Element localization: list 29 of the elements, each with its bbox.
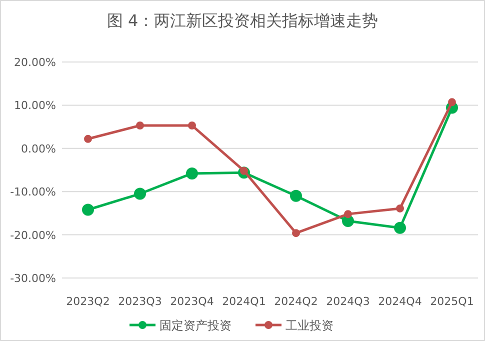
y-tick-label: 20.00% xyxy=(14,56,56,69)
point xyxy=(290,190,302,202)
x-tick-label: 2024Q4 xyxy=(378,295,422,308)
point xyxy=(82,204,94,216)
point xyxy=(292,229,300,238)
x-tick-label: 2024Q1 xyxy=(222,295,266,308)
point xyxy=(448,98,456,106)
point xyxy=(134,188,146,200)
point xyxy=(394,222,406,234)
point xyxy=(136,122,144,130)
point xyxy=(188,122,196,130)
point xyxy=(344,210,352,218)
legend-label: 工业投资 xyxy=(286,318,334,332)
y-tick-label: -30.00% xyxy=(10,272,56,285)
point xyxy=(84,134,92,143)
y-tick-label: 0.00% xyxy=(21,142,56,156)
x-tick-label: 2025Q1 xyxy=(430,295,474,308)
y-tick-label: -10.00% xyxy=(10,186,56,199)
x-tick-label: 2023Q4 xyxy=(170,295,214,308)
x-tick-label: 2024Q2 xyxy=(274,295,318,308)
point xyxy=(186,167,198,180)
x-tick-label: 2023Q3 xyxy=(118,295,162,308)
chart-title: 图 4：两江新区投资相关指标增速走势 xyxy=(106,11,378,30)
y-tick-label: -20.00% xyxy=(10,228,56,242)
x-tick-label: 2023Q2 xyxy=(66,295,110,308)
y-tick-label: 10.00% xyxy=(14,99,56,112)
point xyxy=(396,204,404,212)
x-tick-label: 2024Q3 xyxy=(326,295,370,308)
legend-label: 固定资产投资 xyxy=(160,318,232,332)
